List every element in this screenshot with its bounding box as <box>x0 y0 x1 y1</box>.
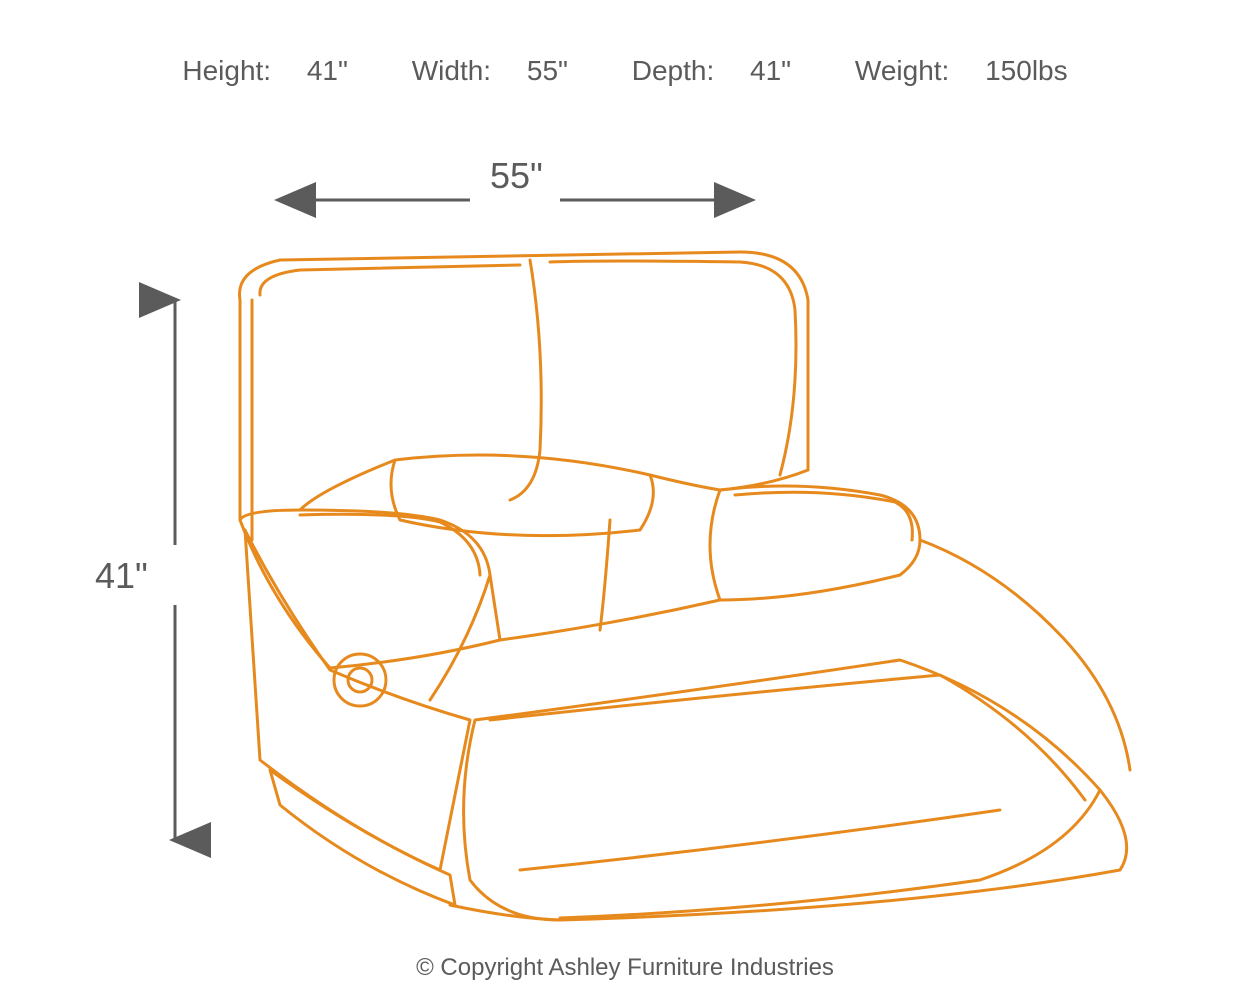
recliner-drawing <box>240 252 1131 920</box>
diagram-svg <box>0 0 1250 1000</box>
diagram-canvas: Height: 41" Width: 55" Depth: 41" Weight… <box>0 0 1250 1000</box>
copyright-text: © Copyright Ashley Furniture Industries <box>0 954 1250 982</box>
